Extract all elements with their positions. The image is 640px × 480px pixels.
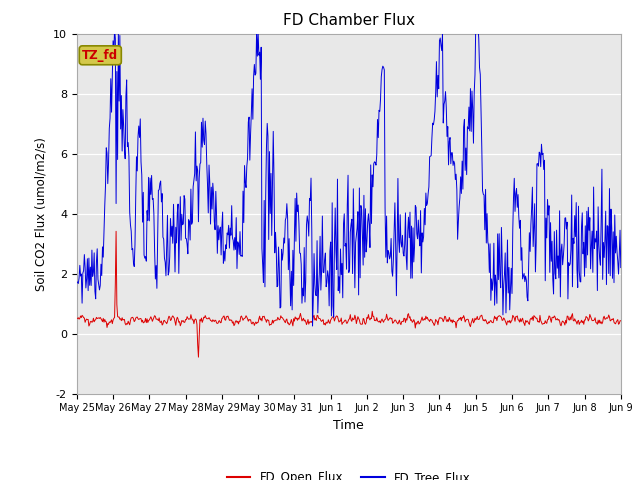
Title: FD Chamber Flux: FD Chamber Flux xyxy=(283,13,415,28)
Text: TZ_fd: TZ_fd xyxy=(82,49,118,62)
Legend: FD_Open_Flux, FD_Tree_Flux: FD_Open_Flux, FD_Tree_Flux xyxy=(222,466,476,480)
X-axis label: Time: Time xyxy=(333,419,364,432)
Y-axis label: Soil CO2 Flux (umol/m2/s): Soil CO2 Flux (umol/m2/s) xyxy=(35,137,47,290)
